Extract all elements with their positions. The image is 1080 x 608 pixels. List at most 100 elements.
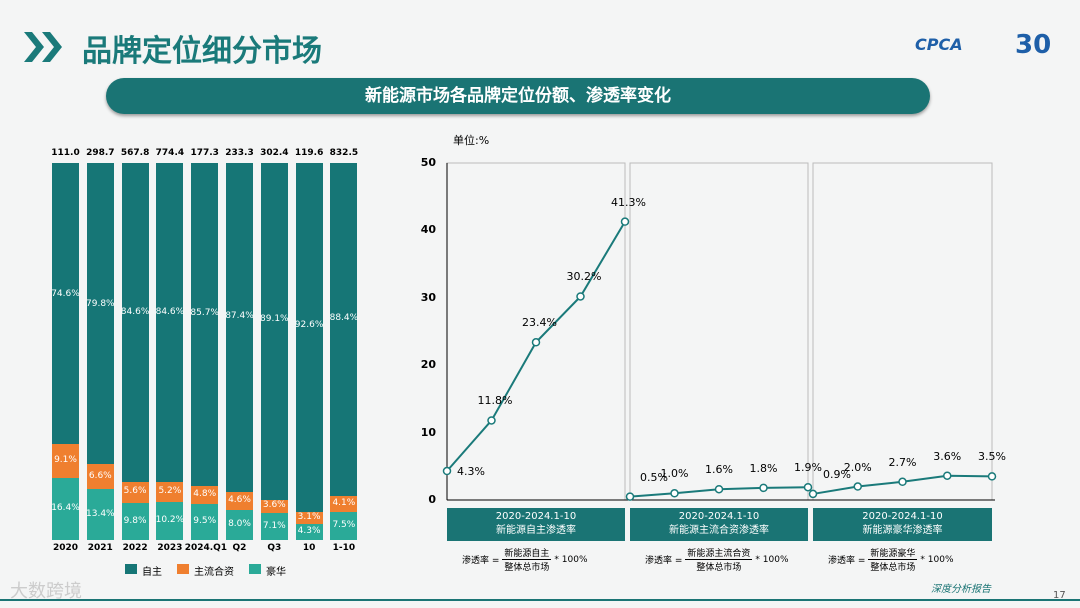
caption-line: 新能源自主渗透率 <box>496 525 576 536</box>
bar-segment <box>330 496 358 512</box>
data-label: 79.8% <box>86 298 115 309</box>
bar-segment <box>260 163 288 500</box>
data-label: 16.4% <box>51 503 80 514</box>
legend-label: 豪华 <box>266 567 286 578</box>
bar-segment <box>86 489 114 540</box>
bar-segment <box>121 163 149 482</box>
formula-fraction: 新能源自主整体总市场 <box>502 546 552 573</box>
penetration-formula: 渗透率 = 新能源豪华 整体总市场 * 100% <box>828 546 954 573</box>
total-label: 774.4 <box>155 148 185 158</box>
legend-swatch <box>177 564 189 574</box>
data-label: 85.7% <box>190 308 219 319</box>
panel-frame <box>812 162 993 501</box>
data-label: 10.2% <box>155 514 185 525</box>
bar-segment <box>330 163 358 497</box>
legend-swatch <box>249 564 261 574</box>
point-label: 0.9% <box>823 467 851 481</box>
panel-frame <box>446 162 626 501</box>
data-point <box>531 338 541 347</box>
bar-segment <box>156 163 184 482</box>
point-label: 2.7% <box>888 455 917 469</box>
formula-lhs: 渗透率 = <box>645 556 683 566</box>
formula-denominator: 整体总市场 <box>504 563 550 573</box>
bar-segment <box>295 512 323 524</box>
category-label: 2020 <box>52 543 79 553</box>
formula-denominator: 整体总市场 <box>870 563 916 573</box>
category-label: 2022 <box>122 543 148 553</box>
bar-segment <box>330 511 358 540</box>
caption-line: 2020-2024.1-10 <box>862 511 943 522</box>
total-label: 177.3 <box>190 148 219 158</box>
bar-segment <box>86 163 114 465</box>
y-tick-label: 0 <box>428 493 436 506</box>
bar-segment <box>260 513 288 540</box>
y-tick-label: 50 <box>420 156 436 169</box>
data-label: 3.6% <box>262 500 286 511</box>
total-label: 233.3 <box>225 148 254 158</box>
data-point <box>620 217 630 226</box>
data-label: 92.6% <box>294 320 324 331</box>
data-label: 87.4% <box>225 311 254 322</box>
data-point <box>898 477 907 487</box>
formula-rhs: * 100% <box>554 554 588 565</box>
data-point <box>803 482 813 492</box>
total-label: 567.8 <box>120 148 150 158</box>
data-label: 7.5% <box>332 519 356 530</box>
panel-frame <box>629 162 809 501</box>
formula-fraction: 新能源主流合资整体总市场 <box>685 546 753 573</box>
data-point <box>943 471 952 480</box>
formula-denominator: 整体总市场 <box>696 563 742 573</box>
data-label: 84.6% <box>155 306 185 317</box>
y-tick-label: 20 <box>420 358 436 372</box>
formula-numerator: 新能源豪华 <box>868 546 918 560</box>
caption-line: 2020-2024.1-10 <box>678 511 760 522</box>
point-label: 1.8% <box>749 461 778 475</box>
y-tick-label: 40 <box>420 223 436 237</box>
formula-numerator: 新能源自主 <box>502 546 552 560</box>
bar-segment <box>156 481 184 502</box>
bar-segment <box>226 163 253 493</box>
data-label: 4.6% <box>228 495 251 506</box>
bar-segment <box>295 523 323 540</box>
bar-segment <box>191 163 219 487</box>
y-tick-label: 10 <box>420 425 436 439</box>
category-label: Q2 <box>232 543 247 553</box>
chevron-icon <box>24 32 62 62</box>
formula-lhs: 渗透率 = <box>462 556 500 566</box>
bar-segment <box>86 464 114 490</box>
point-label: 3.6% <box>933 449 962 463</box>
data-point <box>714 484 724 494</box>
point-label: 1.0% <box>660 467 689 481</box>
data-label: 74.6% <box>51 289 80 300</box>
data-label: 7.1% <box>262 520 286 531</box>
point-label: 3.5% <box>978 450 1006 464</box>
formula-fraction: 新能源豪华整体总市场 <box>868 546 918 573</box>
data-point <box>576 292 585 301</box>
point-label: 1.6% <box>705 463 733 477</box>
category-label: 2023 <box>157 543 183 553</box>
data-point <box>808 489 818 499</box>
point-label: 2.0% <box>843 460 872 474</box>
category-label: Q3 <box>267 543 282 553</box>
caption-line: 新能源豪华渗透率 <box>862 525 943 536</box>
total-label: 302.4 <box>260 148 289 158</box>
point-label: 1.9% <box>794 461 822 475</box>
data-label: 3.1% <box>297 511 321 522</box>
bar-segment <box>191 504 219 540</box>
data-label: 13.4% <box>86 508 115 519</box>
category-label: 2024.Q1 <box>184 543 228 553</box>
total-label: 111.0 <box>51 148 80 158</box>
legend-label: 主流合资 <box>194 567 234 578</box>
data-point <box>625 492 635 501</box>
bar-segment <box>52 478 79 540</box>
caption-line: 新能源主流合资渗透率 <box>669 525 769 536</box>
formula-lhs: 渗透率 = <box>828 556 866 566</box>
data-label: 89.1% <box>260 314 289 325</box>
formula-numerator: 新能源主流合资 <box>685 546 753 560</box>
data-label: 6.6% <box>88 470 112 481</box>
section-banner: 新能源市场各品牌定位份额、渗透率变化 <box>106 78 930 114</box>
data-label: 8.0% <box>228 518 251 529</box>
data-label: 4.8% <box>193 489 217 500</box>
total-label: 298.7 <box>86 148 115 158</box>
